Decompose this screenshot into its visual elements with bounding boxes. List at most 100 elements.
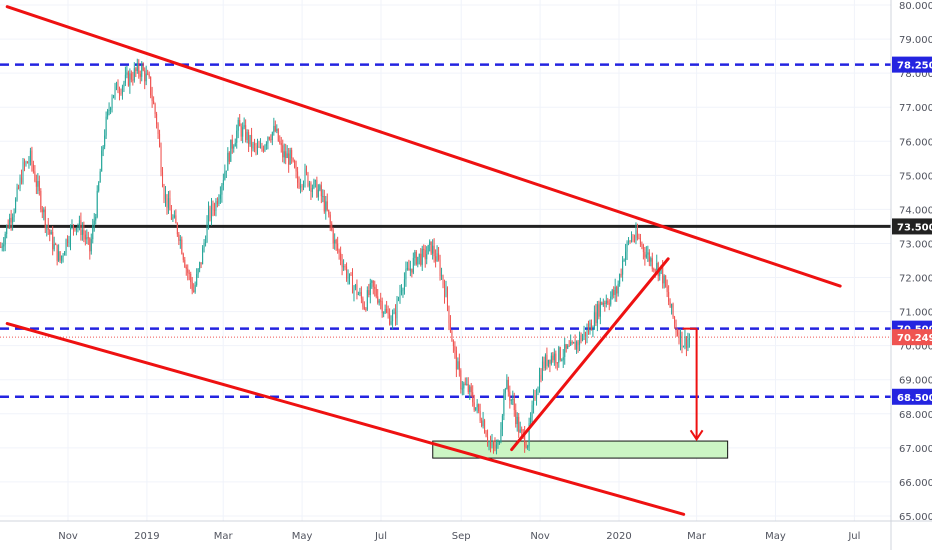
candle — [414, 249, 416, 266]
candle-body — [602, 302, 604, 305]
candle-body — [242, 127, 244, 137]
candle-body — [301, 185, 303, 187]
candle-body — [314, 180, 316, 182]
candle-body — [518, 416, 520, 433]
candle — [317, 184, 319, 201]
candle — [121, 84, 123, 100]
candle-body — [439, 259, 441, 277]
candle — [568, 340, 570, 347]
candle — [543, 356, 545, 371]
price-tag-label: 70.249 — [897, 333, 932, 344]
candle-body — [81, 229, 83, 235]
candle-body — [601, 302, 603, 305]
candle-body — [582, 336, 584, 341]
candle-body — [473, 402, 475, 410]
candle-body — [684, 336, 686, 347]
candle-body — [573, 342, 575, 344]
candle — [635, 222, 637, 245]
price-tag-box[interactable] — [892, 218, 932, 235]
candle-body — [451, 331, 453, 342]
candle — [463, 381, 465, 396]
candle-body — [197, 268, 199, 275]
candle — [338, 248, 340, 260]
candle — [590, 319, 592, 331]
candle — [546, 347, 548, 370]
candle-body — [540, 375, 542, 380]
candle — [344, 264, 346, 271]
candle-body — [332, 230, 334, 244]
candle — [489, 435, 492, 453]
candle — [256, 138, 259, 155]
candle — [150, 76, 152, 99]
y-tick-label: 73.000 — [899, 239, 932, 250]
candle — [672, 302, 674, 319]
candle-body — [326, 201, 328, 210]
candle-body — [492, 442, 495, 446]
candle — [602, 298, 604, 307]
candle — [567, 344, 569, 350]
candle — [341, 253, 343, 276]
candle — [282, 139, 284, 163]
candle-body — [270, 139, 272, 141]
candle-body — [399, 292, 401, 299]
candle-body — [427, 245, 429, 255]
candle-body — [75, 227, 77, 231]
candle-body — [613, 290, 615, 295]
candle-body — [366, 290, 368, 310]
candle — [521, 426, 523, 436]
candle — [3, 237, 5, 252]
candle-body — [121, 86, 123, 94]
candle — [270, 134, 272, 143]
candle-body — [580, 335, 582, 341]
candle — [161, 166, 164, 188]
candle — [390, 315, 392, 326]
candle-body — [233, 146, 235, 149]
candle-body — [15, 199, 17, 212]
y-tick-label: 75.000 — [899, 171, 932, 182]
candle — [503, 389, 505, 421]
candle-body — [478, 404, 480, 411]
candle-body — [521, 429, 523, 431]
candle — [163, 183, 165, 204]
candle — [262, 145, 264, 153]
candle-body — [316, 180, 318, 197]
candle — [218, 194, 220, 207]
candle — [494, 437, 496, 452]
candle-body — [127, 72, 129, 86]
candle-body — [208, 208, 210, 222]
candle-body — [148, 74, 150, 77]
candle — [319, 183, 321, 192]
candle — [455, 346, 457, 378]
candle — [28, 156, 30, 169]
candle — [579, 331, 581, 352]
candle — [58, 244, 60, 263]
candle-body — [446, 287, 448, 307]
candle-body — [230, 139, 232, 162]
candle — [25, 160, 27, 167]
candle — [335, 238, 337, 251]
price-tag[interactable]: 73.500 — [892, 218, 932, 235]
candle — [605, 294, 607, 308]
candle-body — [559, 347, 561, 360]
candle — [492, 440, 495, 454]
candle-body — [46, 225, 48, 229]
candle-body — [533, 395, 535, 406]
candle — [476, 399, 478, 414]
candle — [320, 181, 322, 204]
price-tag[interactable]: 78.250 — [892, 56, 932, 73]
candle-body — [512, 398, 514, 400]
candle-body — [19, 177, 21, 189]
price-tag[interactable]: 70.249 — [892, 329, 932, 346]
price-tag-box[interactable] — [892, 56, 932, 73]
price-tag-box[interactable] — [892, 329, 932, 346]
candle — [80, 212, 82, 241]
candle-body — [145, 73, 147, 82]
candle — [222, 173, 224, 191]
price-tag-box[interactable] — [892, 388, 932, 405]
candle-body — [501, 415, 503, 430]
candle — [399, 284, 401, 304]
price-tag[interactable]: 68.500 — [892, 388, 932, 405]
candle-body — [630, 236, 633, 242]
